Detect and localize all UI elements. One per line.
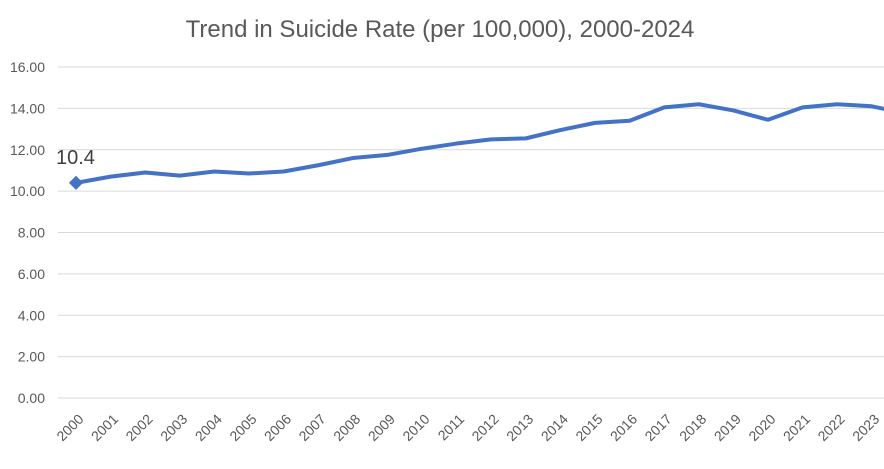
x-tick-label: 2013 (503, 411, 536, 444)
x-tick-label: 2017 (641, 411, 674, 444)
y-tick-label: 8.00 (18, 225, 45, 241)
series-layer (69, 104, 884, 190)
x-tick-label: 2012 (468, 411, 501, 444)
x-tick-label: 2010 (399, 411, 432, 444)
x-tick-label: 2016 (607, 411, 640, 444)
y-tick-label: 4.00 (18, 307, 45, 323)
y-tick-label: 2.00 (18, 349, 45, 365)
x-tick-label: 2006 (261, 411, 294, 444)
x-tick-label: 2003 (157, 411, 190, 444)
x-tick-label: 2023 (849, 411, 882, 444)
chart-title: Trend in Suicide Rate (per 100,000), 200… (186, 16, 695, 43)
y-tick-label: 10.00 (10, 183, 45, 199)
x-tick-label: 2001 (88, 411, 121, 444)
x-tick-label: 2008 (330, 411, 363, 444)
x-tick-label: 2019 (711, 411, 744, 444)
x-tick-label: 2007 (295, 411, 328, 444)
x-tick-label: 2009 (365, 411, 398, 444)
x-tick-label: 2021 (780, 411, 813, 444)
x-tick-label: 2000 (53, 411, 86, 444)
y-tick-label: 12.00 (10, 142, 45, 158)
y-tick-label: 6.00 (18, 266, 45, 282)
x-tick-label: 2002 (122, 411, 155, 444)
x-tick-label: 2014 (538, 411, 571, 444)
x-tick-label: 2005 (226, 411, 259, 444)
series-line (76, 104, 884, 183)
x-tick-label: 2022 (814, 411, 847, 444)
data-labels-layer: 10.413.8 (56, 77, 884, 169)
x-tick-label: 2004 (192, 411, 225, 444)
data-label: 10.4 (56, 147, 95, 169)
x-tick-label: 2018 (676, 411, 709, 444)
y-tick-label: 0.00 (18, 390, 45, 406)
x-tick-label: 2011 (435, 411, 468, 444)
data-point-marker (69, 176, 83, 190)
x-tick-label: 2020 (745, 411, 778, 444)
y-tick-label: 16.00 (10, 59, 45, 75)
y-tick-label: 14.00 (10, 100, 45, 116)
y-axis-labels: 0.00 2.00 4.00 6.00 8.00 10.00 12.00 14.00 16.00 (10, 59, 45, 406)
x-tick-label: 2015 (572, 411, 605, 444)
